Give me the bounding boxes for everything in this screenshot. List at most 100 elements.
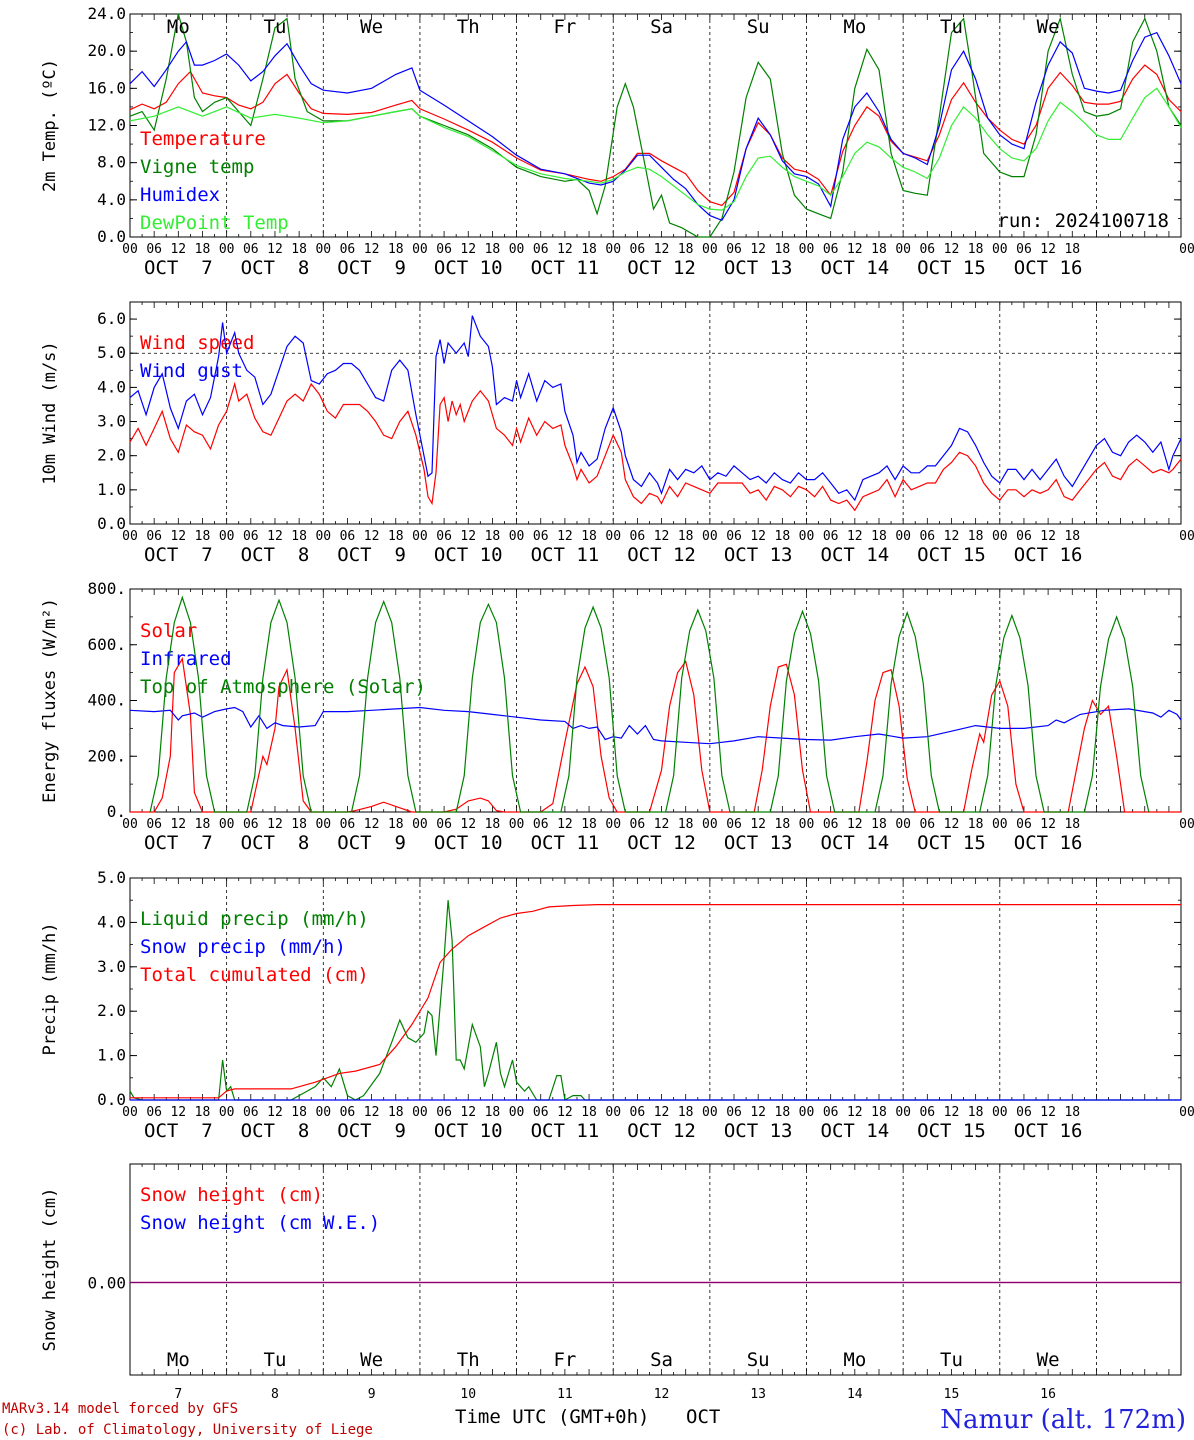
- x-date-label: OCT 13: [724, 257, 793, 279]
- y-tick-label: 0.0: [97, 514, 126, 533]
- x-hour-label: 00: [799, 529, 815, 544]
- x-hour-label: 06: [243, 242, 259, 257]
- panel-temperature: 0.0 4.0 8.0 12.0 16.0 20.0 24.0 2m Temp. (ºC) Te…: [40, 4, 1194, 279]
- x-hour-label: 12: [750, 242, 766, 257]
- legend-entry: Liquid precip (mm/h): [140, 908, 369, 930]
- x-hour-label: 06: [436, 529, 452, 544]
- x-hour-label: 18: [485, 817, 501, 832]
- x-hour-label: 18: [195, 1105, 211, 1120]
- y-tick-label: 5.0: [97, 868, 126, 887]
- y-axis-label: Energy fluxes (W/m²): [40, 598, 60, 803]
- day-name-label: Mo: [843, 16, 866, 38]
- x-date-label: OCT 13: [724, 544, 793, 566]
- day-name-label: Tu: [264, 1349, 287, 1371]
- legend-entry: Snow height (cm): [140, 1184, 323, 1206]
- day-name-label: Fr: [553, 1349, 576, 1371]
- day-name-label: Sa: [650, 1349, 673, 1371]
- x-date-label: OCT 12: [627, 544, 696, 566]
- copyright-credit: (c) Lab. of Climatology, University of L…: [2, 1422, 373, 1438]
- x-date-label: OCT 12: [627, 1120, 696, 1142]
- x-date-label: OCT 10: [434, 257, 503, 279]
- x-hour-label: 18: [388, 1105, 404, 1120]
- legend-entry: Wind gust: [140, 360, 243, 382]
- x-hour-label: 12: [654, 242, 670, 257]
- x-hour-label: 06: [340, 817, 356, 832]
- x-hour-label: 00: [702, 242, 718, 257]
- x-hour-label: 06: [533, 529, 549, 544]
- day-name-label: Th: [457, 16, 480, 38]
- x-date-label: OCT 7: [144, 1120, 213, 1142]
- y-axis-label: 10m Wind (m/s): [40, 341, 60, 484]
- x-date-label: OCT 14: [821, 544, 890, 566]
- legend-entry: Temperature: [140, 128, 266, 150]
- panel-precip: 0.0 1.0 2.0 3.0 4.0 5.0 Precip (mm/h) Liquid pr…: [40, 868, 1194, 1142]
- x-hour-label: 12: [847, 1105, 863, 1120]
- x-hour-label: 12: [1040, 529, 1056, 544]
- x-hour-label: 18: [968, 817, 984, 832]
- day-number-label: 13: [750, 1387, 766, 1402]
- y-axis-label: Snow height (cm): [40, 1188, 60, 1352]
- x-hour-label: 18: [871, 1105, 887, 1120]
- series-line: [129, 900, 1181, 1101]
- panel-snow: 0.00 Snow height (cm) Snow height (cm) Snow…: [40, 1163, 1182, 1402]
- x-hour-label: 06: [436, 1105, 452, 1120]
- x-hour-label: 12: [364, 529, 380, 544]
- series-line: [129, 13, 1182, 238]
- day-name-label: We: [360, 1349, 383, 1371]
- x-date-label: OCT 14: [821, 257, 890, 279]
- x-hour-label: 00: [605, 529, 621, 544]
- y-tick-label: 5.0: [97, 343, 126, 362]
- x-date-label: OCT 13: [724, 832, 793, 854]
- x-hour-label: 06: [340, 529, 356, 544]
- x-hour-label: 00: [412, 1105, 428, 1120]
- y-tick-label: 4.0: [97, 377, 126, 396]
- x-hour-label: 00: [315, 817, 331, 832]
- day-name-label: Sa: [650, 16, 673, 38]
- y-tick-label: 600.: [87, 635, 126, 654]
- x-hour-label: 12: [847, 242, 863, 257]
- x-hour-label: 00: [509, 529, 525, 544]
- x-hour-label: 06: [1016, 817, 1032, 832]
- x-hour-label: 06: [1016, 529, 1032, 544]
- x-hour-label: 00: [412, 242, 428, 257]
- x-hour-label: 00: [605, 1105, 621, 1120]
- x-date-label: OCT 14: [821, 832, 890, 854]
- x-hour-label: 00: [992, 242, 1008, 257]
- x-date-label: OCT 8: [241, 832, 310, 854]
- x-hour-label: 06: [1016, 1105, 1032, 1120]
- series-line: [129, 64, 1182, 207]
- y-tick-label: 2.0: [97, 1001, 126, 1020]
- xaxis-month: OCT: [686, 1406, 720, 1428]
- x-date-label: OCT 10: [434, 832, 503, 854]
- x-date-label: OCT 7: [144, 544, 213, 566]
- x-hour-label: 00: [992, 817, 1008, 832]
- x-hour-label: 06: [726, 242, 742, 257]
- x-hour-label: 18: [581, 817, 597, 832]
- legend-entry: Total cumulated (cm): [140, 964, 369, 986]
- x-hour-label: 12: [1040, 1105, 1056, 1120]
- panel-energy: 0. 200. 400. 600. 800. Energy fluxes (W/m²) So…: [40, 579, 1194, 854]
- x-hour-label: 12: [1040, 242, 1056, 257]
- x-date-label: OCT 8: [241, 257, 310, 279]
- station-name: Namur (alt. 172m): [940, 1405, 1186, 1435]
- x-hour-label: 00: [219, 1105, 235, 1120]
- x-hour-label: 00: [1179, 817, 1194, 832]
- legend-entry: Snow precip (mm/h): [140, 936, 346, 958]
- x-hour-label: 12: [170, 817, 186, 832]
- day-number-label: 15: [944, 1387, 960, 1402]
- x-hour-label: 12: [170, 529, 186, 544]
- x-hour-label: 18: [775, 529, 791, 544]
- x-hour-label: 18: [485, 242, 501, 257]
- x-hour-label: 18: [678, 242, 694, 257]
- x-hour-label: 12: [557, 817, 573, 832]
- day-name-label: We: [360, 16, 383, 38]
- x-hour-label: 00: [122, 529, 138, 544]
- y-tick-label: 4.0: [97, 190, 126, 209]
- day-name-label: We: [1037, 16, 1060, 38]
- x-date-label: OCT 7: [144, 257, 213, 279]
- x-hour-label: 18: [485, 1105, 501, 1120]
- x-hour-label: 18: [291, 1105, 307, 1120]
- x-date-label: OCT 15: [917, 1120, 986, 1142]
- y-tick-label: 800.: [87, 579, 126, 598]
- day-number-label: 7: [174, 1387, 182, 1402]
